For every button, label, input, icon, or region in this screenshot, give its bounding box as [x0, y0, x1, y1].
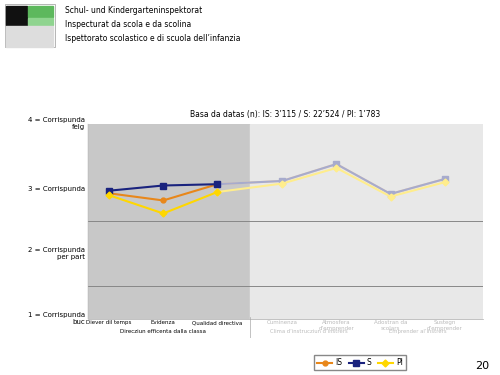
Bar — [28, 18, 53, 26]
Legend: IS, S, Pl: IS, S, Pl — [314, 355, 406, 370]
FancyBboxPatch shape — [5, 4, 55, 46]
Bar — [250, 124, 482, 319]
Text: Inspecturat da scola e da scolina: Inspecturat da scola e da scolina — [65, 20, 191, 29]
Text: Clima d’instrucziun d’instrers: Clima d’instrucziun d’instrers — [270, 329, 348, 334]
Title: Basa da datas (n): IS: 3’115 / S: 22’524 / Pl: 1’783: Basa da datas (n): IS: 3’115 / S: 22’524… — [190, 110, 380, 119]
Text: Ispettorato scolastico e di scuola dell’infanzia: Ispettorato scolastico e di scuola dell’… — [65, 34, 240, 43]
Text: Schul- und Kindergarteninspektorat: Schul- und Kindergarteninspektorat — [65, 6, 202, 15]
Bar — [6, 6, 27, 26]
Bar — [88, 124, 250, 319]
Bar — [6, 26, 53, 46]
Text: Rapport  2007-2010: Rapport 2007-2010 — [8, 60, 148, 73]
Bar — [28, 6, 53, 17]
Text: Profil - direcziun da classa: Profil - direcziun da classa — [8, 90, 163, 100]
Text: Direcziun efficenta dalla classa: Direcziun efficenta dalla classa — [120, 329, 206, 334]
Text: Emprender al’instrers: Emprender al’instrers — [389, 329, 446, 334]
Text: 20: 20 — [476, 361, 490, 370]
